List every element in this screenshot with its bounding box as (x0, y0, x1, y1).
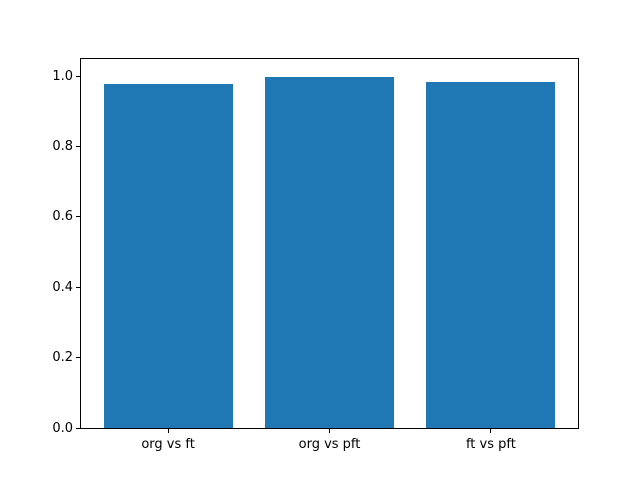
bar-org-vs-pft (265, 77, 395, 428)
y-axis-tick (76, 357, 80, 359)
y-axis-tick-label: 0.6 (52, 209, 73, 225)
y-axis-tick-label: 0.4 (52, 279, 73, 295)
plot-area: 0.0 0.2 0.4 0.6 0.8 1.0 org vs ft org vs pft ft … (52, 58, 579, 451)
x-axis-tick (329, 429, 330, 433)
y-axis-tick (76, 427, 80, 429)
y-axis-tick-label: 0.8 (52, 139, 73, 154)
y-axis-tick (76, 216, 80, 218)
y-axis-tick-label: 0.2 (52, 350, 73, 366)
y-axis-tick (76, 286, 80, 288)
bar-ft-vs-pft (426, 82, 556, 428)
x-axis-category-label: ft vs pft (465, 437, 516, 452)
x-axis-tick (167, 429, 169, 433)
y-axis-tick (76, 75, 80, 77)
y-axis-tick-label: 0.0 (52, 420, 73, 436)
y-axis-tick (76, 146, 80, 147)
bar-org-vs-ft (103, 83, 233, 428)
x-axis-category-label: org vs pft (298, 437, 361, 452)
x-axis-category-label: org vs ft (141, 437, 195, 452)
x-axis-tick (490, 429, 492, 433)
y-axis-tick-label: 1.0 (52, 68, 73, 84)
